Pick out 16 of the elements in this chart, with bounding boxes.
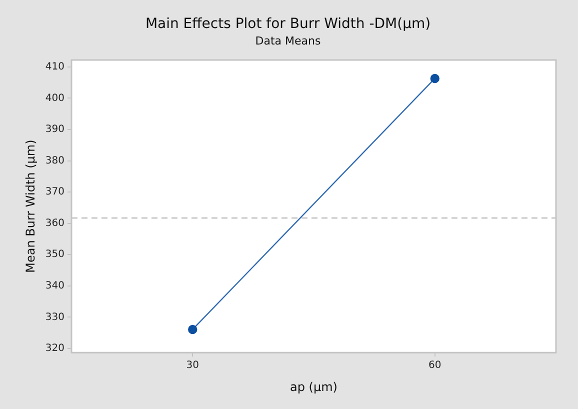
x-axis-title: ap (µm) xyxy=(290,380,338,394)
y-tick-label: 410 xyxy=(45,61,64,72)
x-tick-label: 30 xyxy=(186,360,199,372)
chart-title: Main Effects Plot for Burr Width -DM(µm) xyxy=(145,16,431,32)
y-tick-label: 340 xyxy=(45,280,64,292)
y-axis-title: Mean Burr Width (µm) xyxy=(23,140,38,273)
y-tick-label: 350 xyxy=(45,249,64,260)
y-tick-label: 390 xyxy=(45,124,64,136)
x-tick-label: 60 xyxy=(428,360,442,372)
chart-subtitle: Data Means xyxy=(255,34,321,48)
y-tick-label: 400 xyxy=(45,92,64,104)
y-tick-label: 370 xyxy=(45,186,64,198)
y-tick-label: 320 xyxy=(45,343,64,354)
y-tick-label: 330 xyxy=(45,312,64,323)
y-tick-label: 380 xyxy=(45,155,64,166)
y-tick-label: 360 xyxy=(45,218,64,229)
